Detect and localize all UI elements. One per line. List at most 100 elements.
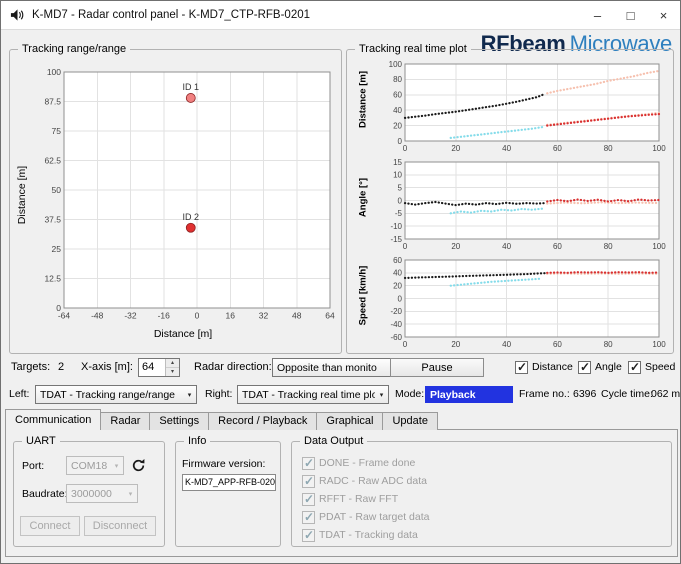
firmware-version-field[interactable]: K-MD7_APP-RFB-0201 [182, 474, 276, 491]
speed-checkbox[interactable]: ✓ Speed [628, 360, 675, 374]
svg-text:-32: -32 [124, 311, 137, 321]
uart-group-title: UART [22, 434, 60, 448]
svg-text:80: 80 [604, 242, 613, 251]
svg-text:37.5: 37.5 [44, 214, 61, 224]
svg-text:0: 0 [398, 196, 403, 205]
port-value: COM18 [71, 459, 108, 472]
maximize-button[interactable]: □ [626, 7, 635, 23]
tdat-checkbox-label: TDAT - Tracking data [319, 529, 418, 541]
rfft-checkbox[interactable]: ✓ RFFT - Raw FFT [302, 492, 398, 506]
left-plot-select[interactable]: TDAT - Tracking range/range ▾ [35, 385, 197, 404]
chevron-down-icon: ▾ [187, 391, 192, 399]
pdat-checkbox[interactable]: ✓ PDAT - Raw target data [302, 510, 430, 524]
minimize-button[interactable]: – [593, 7, 602, 23]
refresh-icon [132, 459, 144, 472]
svg-text:60: 60 [553, 144, 562, 153]
angle-checkbox[interactable]: ✓ Angle [578, 360, 622, 374]
svg-text:40: 40 [502, 144, 511, 153]
svg-text:10: 10 [393, 171, 402, 180]
checkbox-icon: ✓ [578, 359, 591, 374]
tdat-checkbox[interactable]: ✓ TDAT - Tracking data [302, 528, 418, 542]
svg-text:5: 5 [398, 183, 403, 192]
checkbox-icon: ✓ [628, 359, 641, 374]
svg-text:50: 50 [52, 185, 62, 195]
tracking-range-group: Tracking range/range Distance [m] -64 -48… [9, 42, 342, 354]
xaxis-stepper[interactable]: 64 ▴ ▾ [138, 358, 180, 377]
tab-record-playback[interactable]: Record / Playback [208, 412, 318, 430]
baudrate-select[interactable]: 3000000 ▾ [66, 484, 138, 503]
svg-text:-20: -20 [390, 307, 402, 316]
window-title: K-MD7 - Radar control panel - K-MD7_CTP-… [32, 9, 311, 21]
done-checkbox[interactable]: ✓ DONE - Frame done [302, 456, 415, 470]
logo-brand: RFbeam [480, 31, 566, 56]
svg-text:0: 0 [398, 294, 403, 303]
refresh-ports-button[interactable] [128, 456, 148, 475]
svg-text:100: 100 [652, 340, 666, 349]
svg-text:60: 60 [393, 91, 402, 100]
svg-text:20: 20 [451, 144, 460, 153]
tab-communication[interactable]: Communication [5, 409, 102, 430]
tab-radar[interactable]: Radar [100, 412, 151, 430]
distance-checkbox[interactable]: ✓ Distance [515, 360, 573, 374]
speed-axis-label: Speed [km/h] [357, 265, 369, 326]
radar-direction-label: Radar direction: [194, 361, 272, 373]
right-plot-select[interactable]: TDAT - Tracking real time plot ▾ [237, 385, 389, 404]
firmware-version-label: Firmware version: [182, 458, 266, 470]
titlebar: K-MD7 - Radar control panel - K-MD7_CTP-… [1, 1, 680, 30]
range-x-axis-label: Distance [m] [153, 328, 213, 340]
svg-text:100: 100 [652, 242, 666, 251]
svg-text:40: 40 [502, 242, 511, 251]
xaxis-value: 64 [142, 361, 155, 373]
svg-text:60: 60 [553, 242, 562, 251]
mode-label: Mode: [395, 388, 425, 400]
svg-text:60: 60 [393, 256, 402, 265]
right-plot-label: Right: [205, 388, 233, 400]
port-select[interactable]: COM18 ▾ [66, 456, 124, 475]
tab-update[interactable]: Update [382, 412, 438, 430]
angle-axis-label: Angle [°] [357, 177, 369, 218]
tab-settings[interactable]: Settings [149, 412, 210, 430]
svg-text:-15: -15 [390, 235, 402, 244]
range-plot: -64 -48 -32 -16 0 16 32 48 64 0 12.5 25 37.5 50 62.5 75… [44, 67, 335, 321]
frame-number-label: Frame no.: [519, 388, 570, 400]
checkbox-icon: ✓ [302, 527, 315, 542]
app-icon [10, 8, 25, 22]
svg-text:80: 80 [604, 144, 613, 153]
svg-text:62.5: 62.5 [44, 155, 61, 165]
svg-text:20: 20 [451, 340, 460, 349]
close-button[interactable]: × [659, 7, 668, 23]
radc-checkbox-label: RADC - Raw ADC data [319, 475, 427, 487]
svg-text:-16: -16 [158, 311, 171, 321]
radc-checkbox[interactable]: ✓ RADC - Raw ADC data [302, 474, 427, 488]
svg-text:-10: -10 [390, 222, 402, 231]
svg-text:-60: -60 [390, 333, 402, 342]
svg-text:ID 2: ID 2 [183, 212, 200, 222]
distance-axis-label: Distance [m] [357, 71, 369, 129]
baudrate-label: Baudrate: [22, 488, 68, 500]
uart-group: UART Port: COM18 ▾ Baudrate: 3000000 ▾ C… [13, 434, 165, 547]
radar-direction-select[interactable]: Opposite than monito ▾ [272, 358, 406, 377]
left-plot-value: TDAT - Tracking range/range [40, 388, 176, 401]
svg-text:100: 100 [389, 60, 403, 69]
svg-text:16: 16 [226, 311, 236, 321]
svg-text:60: 60 [553, 340, 562, 349]
spin-down-icon[interactable]: ▾ [166, 368, 179, 376]
info-group: Info Firmware version: K-MD7_APP-RFB-020… [175, 434, 281, 547]
logo-suffix: Microwave [569, 31, 673, 56]
realtime-group-title: Tracking real time plot [355, 42, 471, 56]
svg-text:100: 100 [652, 144, 666, 153]
svg-text:0: 0 [403, 144, 408, 153]
data-output-group: Data Output ✓ DONE - Frame done ✓ RADC -… [291, 434, 672, 547]
svg-text:80: 80 [604, 340, 613, 349]
checkbox-icon: ✓ [302, 491, 315, 506]
svg-text:20: 20 [393, 281, 402, 290]
mode-badge: Playback [425, 386, 513, 403]
info-group-title: Info [184, 434, 211, 448]
checkbox-icon: ✓ [302, 473, 315, 488]
connect-button[interactable]: Connect [20, 516, 80, 536]
tab-graphical[interactable]: Graphical [316, 412, 384, 430]
disconnect-button[interactable]: Disconnect [84, 516, 156, 536]
pause-button[interactable]: Pause [390, 358, 484, 377]
spin-up-icon[interactable]: ▴ [166, 359, 179, 368]
distance-checkbox-label: Distance [532, 361, 573, 373]
